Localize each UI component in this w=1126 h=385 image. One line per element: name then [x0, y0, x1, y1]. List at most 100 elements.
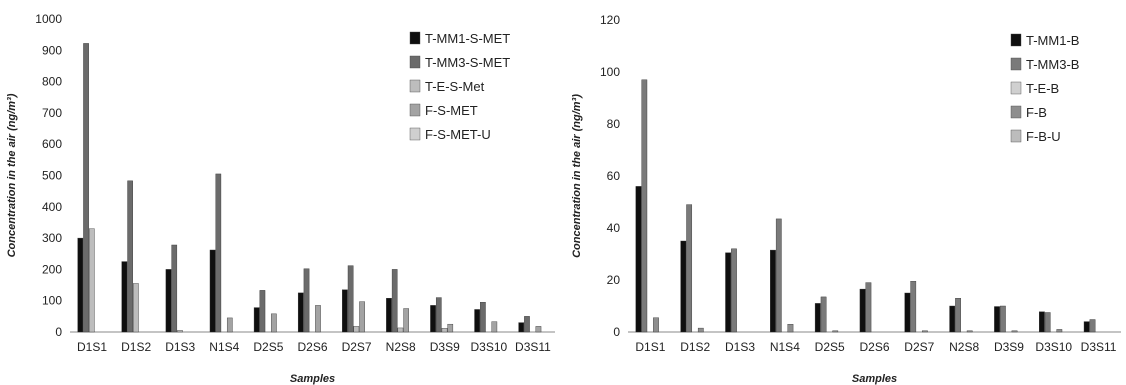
chart-0-legend-label: T-MM1-S-MET [425, 31, 510, 46]
chart-1-legend-swatch [1010, 105, 1022, 119]
chart-1-bar [859, 288, 866, 333]
chart-1-x-tick-label: D1S1 [635, 340, 665, 354]
chart-1-legend-swatch [1010, 57, 1022, 71]
chart-0-bar [480, 302, 486, 333]
chart-0-x-tick-label: D1S2 [121, 340, 151, 354]
chart-0-bar [524, 316, 530, 333]
chart-1-legend-swatch [1010, 33, 1022, 47]
chart-1-x-axis-title: Samples [852, 373, 897, 385]
chart-1-bar [680, 240, 687, 333]
chart-0-legend-swatch [409, 127, 421, 141]
chart-1-x-tick-label: D3S11 [1081, 340, 1117, 354]
chart-1-bar [994, 306, 1000, 333]
chart-1-bar [865, 282, 872, 333]
chart-1-x-tick-label: D3S9 [994, 340, 1024, 354]
chart-0-legend-swatch [409, 31, 421, 45]
chart-0-y-tick-label: 800 [42, 75, 62, 89]
chart-0-x-tick-label: D3S11 [515, 340, 551, 354]
chart-1-x-tick-label: D2S5 [815, 340, 845, 354]
chart-1-bar [1011, 330, 1018, 333]
chart-1-bar [820, 296, 827, 333]
chart-0-bar [133, 283, 139, 333]
chart-0-x-axis-title: Samples [290, 373, 335, 385]
chart-0-legend-swatch [409, 79, 421, 93]
chart-1-x-tick-label: D1S2 [680, 340, 710, 354]
chart-0-bar [253, 307, 260, 333]
chart-0-y-axis-title: Concentration in the air (ng/m³) [6, 93, 18, 257]
chart-left: 0 100 200 300 400 500 600 700 800 900 1000 D1S1 D1S2… [6, 12, 555, 385]
chart-0-y-tick-label: 400 [42, 200, 62, 214]
chart-1-bar [966, 330, 973, 333]
chart-1-x-tick-label: N1S4 [770, 340, 800, 354]
chart-0-bar [215, 173, 222, 333]
chart-0-bar [403, 308, 409, 333]
chart-0-y-tick-label: 100 [42, 294, 62, 308]
chart-0-y-tick-label: 0 [55, 325, 62, 339]
chart-0-y-tick-label: 500 [42, 169, 62, 183]
chart-1-bar [641, 79, 648, 333]
chart-1-legend-label: T-E-B [1026, 81, 1059, 96]
chart-1-bar [1083, 321, 1090, 333]
chart-0-bar [441, 328, 448, 333]
chart-1-bar [653, 317, 659, 333]
chart-0-bar [397, 327, 404, 333]
chart-0-y-tick-label: 1000 [35, 12, 62, 26]
chart-1-bar [1039, 311, 1045, 333]
chart-1-bar [1056, 329, 1063, 333]
chart-1-x-tick-label: D2S7 [904, 340, 934, 354]
chart-0-legend-label: F-S-MET [425, 103, 478, 118]
chart-0-bar [435, 297, 442, 333]
chart-0-x-tick-label: D2S6 [297, 340, 327, 354]
chart-1-bar [635, 186, 642, 333]
chart-0-x-tick-label: D1S1 [77, 340, 107, 354]
chart-0-legend-swatch [409, 55, 421, 69]
chart-0-bar [165, 269, 172, 333]
chart-0-bar [391, 269, 398, 333]
chart-1-y-tick-label: 80 [607, 117, 621, 131]
chart-0-bar [127, 180, 133, 333]
chart-1-y-tick-label: 20 [607, 273, 621, 287]
chart-1-legend-label: F-B [1026, 105, 1047, 120]
chart-0-bar [88, 228, 95, 333]
chart-1-bar [697, 327, 704, 333]
chart-1-x-tick-label: D3S10 [1035, 340, 1072, 354]
chart-0-legend-label: T-E-S-Met [425, 79, 485, 94]
chart-1-bar [787, 324, 794, 333]
chart-0-bar [226, 317, 233, 333]
chart-0-bar [347, 265, 354, 333]
chart-1-bar [922, 330, 928, 333]
chart-1-bar [1089, 319, 1096, 333]
chart-0-bar [121, 261, 128, 333]
chart-1-bar [832, 330, 839, 333]
chart-0-bar [430, 305, 436, 333]
chart-0-y-tick-label: 900 [42, 43, 62, 57]
chart-0-x-tick-label: N1S4 [209, 340, 239, 354]
chart-1-bar [949, 305, 956, 333]
chart-0-bar [386, 297, 392, 333]
chart-1-x-tick-label: N2S8 [949, 340, 979, 354]
chart-0-bar [297, 292, 304, 333]
chart-0-y-tick-label: 300 [42, 231, 62, 245]
chart-1-bar [814, 303, 821, 333]
chart-0-legend-label: F-S-MET-U [425, 127, 491, 142]
chart-0-bar [77, 237, 84, 333]
chart-1-y-tick-label: 120 [600, 13, 620, 27]
chart-0-bar [359, 301, 365, 333]
chart-1-y-tick-label: 60 [607, 169, 621, 183]
chart-0-bar [535, 326, 542, 333]
chart-0-legend-swatch [409, 103, 421, 117]
chart-0-bar [518, 322, 525, 333]
chart-0-x-tick-label: D2S7 [342, 340, 372, 354]
chart-1-y-tick-label: 100 [600, 65, 620, 79]
chart-1-legend-label: T-MM1-B [1026, 33, 1079, 48]
chart-1-legend-swatch [1010, 81, 1022, 95]
chart-1-bar [770, 249, 776, 333]
chart-1-bar [731, 248, 737, 333]
chart-0-bar [171, 244, 178, 333]
chart-1-x-tick-label: D2S6 [859, 340, 889, 354]
chart-0-bar [209, 249, 216, 333]
chart-1-bar [910, 281, 917, 333]
chart-1-bar [686, 204, 693, 333]
chart-1-y-tick-label: 0 [613, 325, 620, 339]
chart-0-x-tick-label: N2S8 [386, 340, 416, 354]
